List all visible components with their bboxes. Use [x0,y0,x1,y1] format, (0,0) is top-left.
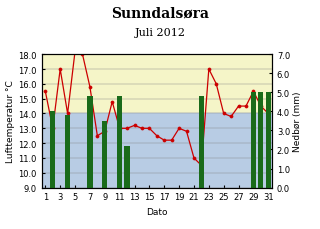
Text: Sunndalsøra: Sunndalsøra [111,7,209,21]
Bar [102,121,108,188]
Y-axis label: Lufttemperatur °C: Lufttemperatur °C [6,80,15,163]
Y-axis label: Nedbør (mm): Nedbør (mm) [293,91,302,152]
Bar [87,97,92,188]
Bar [258,93,263,188]
Text: Juli 2012: Juli 2012 [134,27,186,37]
Bar [199,97,204,188]
Bar [50,112,55,188]
Bar [251,93,256,188]
Bar [124,146,130,188]
X-axis label: Dato: Dato [146,207,168,216]
Bar [65,116,70,188]
Bar [266,93,271,188]
Bar [117,97,122,188]
